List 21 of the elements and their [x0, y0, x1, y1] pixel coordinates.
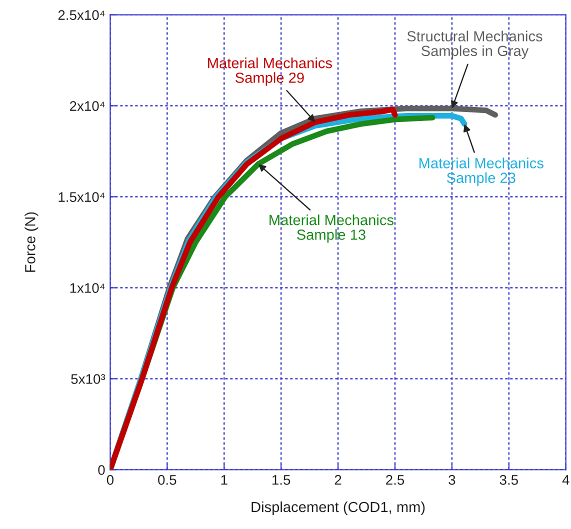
x-tick-label: 2.5: [386, 474, 404, 485]
annotation: Material Mechanics Sample 29: [208, 58, 332, 86]
annotation: Material Mechanics Sample 13: [270, 214, 394, 243]
y-tick-label: 2x10⁴: [70, 101, 105, 111]
y-tick-label: 0: [98, 465, 105, 475]
y-axis-title: Force (N): [24, 212, 38, 272]
x-axis-title: Displacement (COD1, mm): [252, 501, 425, 516]
x-tick-label: 0: [106, 474, 114, 485]
annotation: Material Mechanics Sample 23: [419, 158, 544, 186]
y-tick-label: 1.5x10⁴: [58, 192, 105, 202]
x-tick-label: 2: [334, 474, 342, 485]
x-tick-label: 3.5: [500, 474, 518, 485]
x-tick-label: 1.5: [272, 475, 290, 485]
x-tick-label: 1: [221, 475, 228, 485]
y-tick-label: 2.5x10⁴: [58, 10, 105, 20]
annotation: Structural Mechanics Samples in Gray: [407, 30, 542, 59]
x-tick-label: 4: [562, 475, 570, 485]
x-tick-label: 3: [448, 474, 456, 485]
x-tick-label: 0.5: [158, 474, 176, 485]
y-tick-label: 1x10⁴: [70, 283, 105, 293]
y-tick-label: 5x10³: [71, 374, 106, 384]
